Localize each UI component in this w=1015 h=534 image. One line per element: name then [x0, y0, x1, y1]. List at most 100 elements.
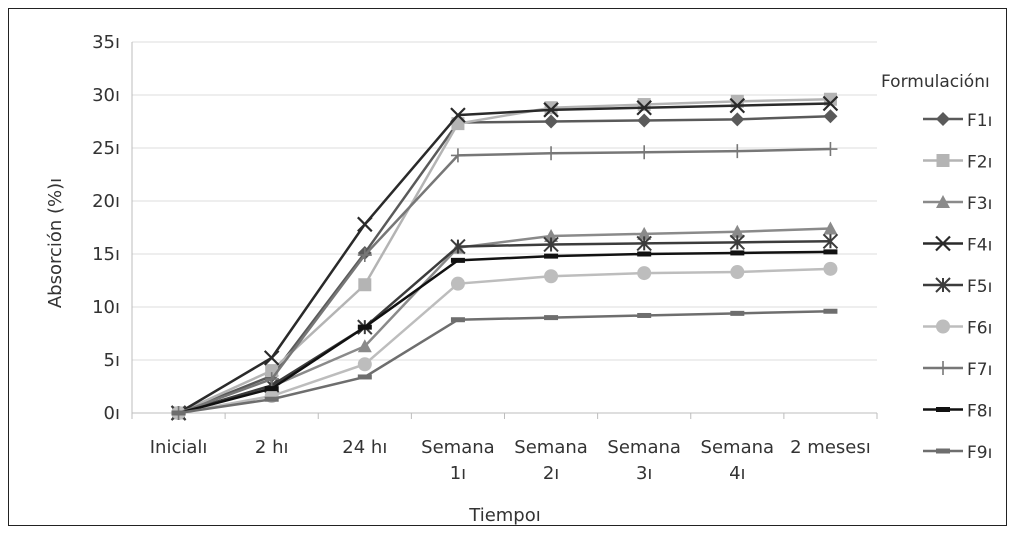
data-point	[544, 114, 559, 129]
data-point	[729, 234, 746, 251]
data-point	[171, 410, 186, 416]
y-tick-label: 5ı	[104, 350, 120, 371]
data-point	[357, 374, 372, 380]
data-point	[357, 357, 372, 372]
data-point	[935, 277, 951, 293]
data-point	[450, 148, 465, 163]
series-line	[177, 102, 831, 415]
data-point	[544, 228, 559, 242]
data-point	[823, 142, 838, 157]
legend-item: F7ı	[923, 360, 992, 380]
data-point	[263, 350, 280, 366]
series-line	[178, 309, 831, 415]
axes: 0ı 5ı 10ı 15ı 20ı 25ı 30ı 35ı Inicialı 2 hı 24 hı S…	[92, 32, 878, 484]
x-tick-label: 2 hı	[255, 437, 289, 458]
data-point	[637, 145, 652, 160]
legend-item: F1ı	[923, 111, 992, 131]
legend-label: F9ı	[967, 443, 992, 463]
chart-frame: 0ı 5ı 10ı 15ı 20ı 25ı 30ı 35ı Inicialı 2 hı 24 hı S…	[8, 8, 1007, 526]
data-point	[637, 266, 652, 281]
legend-item: F6ı	[923, 319, 992, 339]
data-point	[936, 448, 950, 454]
data-point	[450, 257, 465, 263]
data-point	[822, 233, 839, 249]
legend-label: F5ı	[967, 277, 992, 297]
data-point	[822, 95, 839, 112]
y-tick-label: 20ı	[92, 191, 120, 212]
x-tick-label: Semana 2ı	[514, 437, 588, 484]
data-point	[357, 216, 373, 233]
data-point	[730, 112, 745, 127]
gridlines	[132, 41, 877, 361]
series	[172, 92, 837, 420]
y-tick-label: 15ı	[92, 244, 120, 265]
data-point	[543, 236, 559, 253]
x-tick-label: Inicialı	[150, 437, 208, 458]
legend-label: F3ı	[967, 194, 992, 214]
legend-title: Formulaciónı	[881, 72, 990, 92]
legend: F1ı F2ı F3ı F4ı F5ı F6ı F7ı F8ı F9ı	[923, 111, 992, 463]
series	[171, 308, 838, 416]
y-tick-label: 25ı	[92, 138, 120, 159]
data-point	[730, 310, 745, 316]
data-point	[357, 324, 372, 330]
data-point	[264, 386, 279, 392]
data-point	[544, 101, 558, 115]
legend-item: F2ı	[923, 153, 992, 173]
x-axis-title: Tiempoı	[468, 505, 541, 525]
data-point	[936, 361, 950, 375]
data-point	[544, 315, 559, 321]
data-point	[823, 221, 838, 235]
legend-item: F9ı	[923, 443, 992, 463]
data-point	[450, 107, 466, 123]
data-point	[637, 251, 652, 257]
series-line	[178, 240, 831, 415]
y-tick-label: 10ı	[92, 297, 120, 318]
data-point	[264, 372, 279, 387]
y-tick-label: 35ı	[92, 32, 120, 53]
data-point	[544, 269, 559, 284]
series-line	[178, 147, 831, 415]
series	[171, 261, 838, 420]
series	[171, 142, 838, 420]
data-point	[637, 113, 652, 128]
data-point	[357, 339, 372, 353]
legend-label: F8ı	[967, 402, 992, 422]
y-tick-label: 30ı	[92, 85, 120, 106]
data-point	[544, 146, 559, 161]
data-point	[936, 407, 950, 412]
series-layer	[170, 92, 839, 421]
y-axis-title: Absorción (%)ı	[45, 178, 66, 308]
data-point	[823, 261, 838, 276]
legend-label: F7ı	[967, 360, 992, 380]
data-point	[823, 109, 838, 124]
data-point	[823, 249, 838, 255]
legend-item: F8ı	[923, 402, 992, 422]
data-point	[935, 235, 951, 252]
line-chart: 0ı 5ı 10ı 15ı 20ı 25ı 30ı 35ı Inicialı 2 hı 24 hı S…	[45, 32, 992, 526]
x-tick-label: 24 hı	[342, 437, 387, 458]
data-point	[729, 97, 746, 114]
data-point	[543, 102, 559, 118]
data-point	[636, 99, 652, 116]
data-point	[450, 238, 466, 255]
x-tick-label: Semana 3ı	[607, 437, 681, 484]
legend-label: F6ı	[967, 319, 992, 339]
data-point	[544, 253, 559, 259]
y-tick-label: 0ı	[104, 403, 120, 424]
x-tick-label: Semana 1ı	[421, 437, 495, 484]
data-point	[730, 224, 745, 238]
series-line	[178, 267, 831, 415]
legend-item: F5ı	[923, 277, 992, 297]
legend-label: F4ı	[967, 236, 992, 256]
data-point	[358, 278, 372, 292]
data-point	[450, 276, 465, 291]
data-point	[450, 317, 465, 323]
data-point	[936, 112, 950, 126]
data-point	[730, 144, 745, 159]
x-tick-label: 2 mesesı	[790, 437, 871, 458]
series-line	[178, 250, 831, 415]
data-point	[936, 319, 950, 334]
legend-item: F4ı	[923, 236, 992, 256]
series-line	[178, 97, 831, 415]
